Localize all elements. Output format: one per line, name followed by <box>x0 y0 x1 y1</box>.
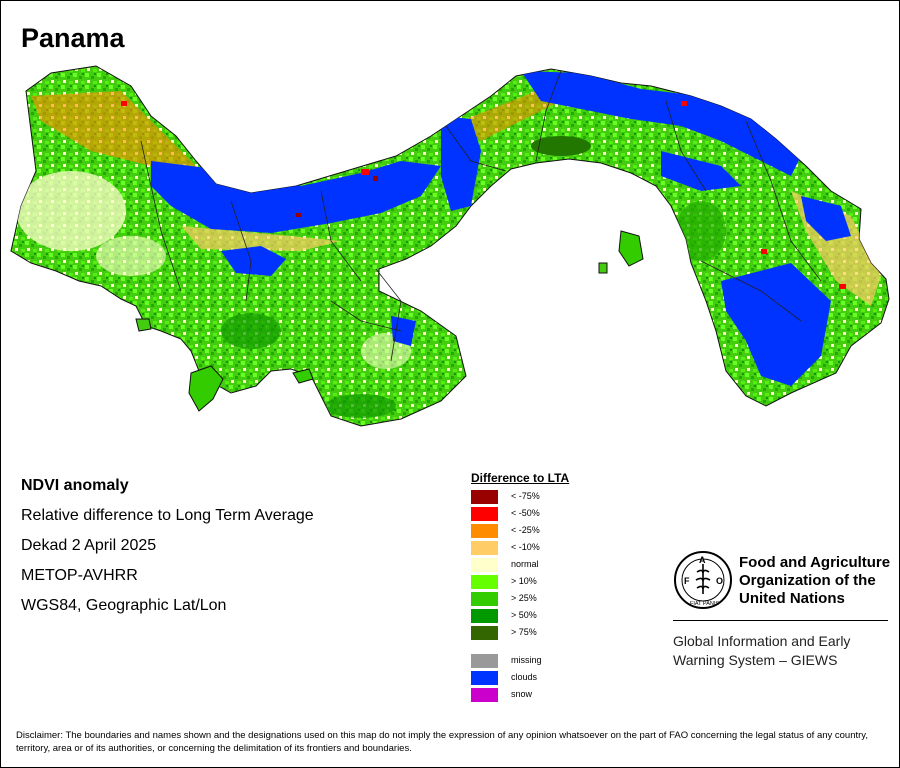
logo-letter-a: A <box>699 555 706 565</box>
org-name-line: Food and Agriculture <box>739 554 891 571</box>
system-name-line: Warning System – GIEWS <box>673 652 838 668</box>
legend-label: > 75% <box>511 627 537 637</box>
legend-item: normal <box>471 558 671 572</box>
legend-item: missing <box>471 654 671 668</box>
legend-swatch <box>471 626 498 640</box>
legend-label: missing <box>511 655 542 665</box>
legend-label: > 50% <box>511 610 537 620</box>
legend-swatch <box>471 490 498 504</box>
legend-swatch <box>471 688 498 702</box>
island-small-3 <box>135 318 152 332</box>
legend-swatch <box>471 558 498 572</box>
legend-swatch <box>471 524 498 538</box>
legend-item: > 25% <box>471 592 671 606</box>
legend-item: clouds <box>471 671 671 685</box>
info-projection: WGS84, Geographic Lat/Lon <box>21 597 227 614</box>
giews-system-name: Global Information and Early Warning Sys… <box>673 632 850 670</box>
logo-letter-o: O <box>716 576 723 586</box>
legend-label: < -50% <box>511 508 540 518</box>
island-del-rey <box>618 230 644 267</box>
island-coiba <box>188 365 224 412</box>
admin-boundaries <box>140 70 822 362</box>
island-small-2 <box>598 262 608 274</box>
legend-label: < -10% <box>511 542 540 552</box>
divider <box>673 620 888 621</box>
legend-label: > 10% <box>511 576 537 586</box>
legend-swatch <box>471 541 498 555</box>
fao-organization-name: Food and Agriculture Organization of the… <box>739 554 890 608</box>
org-name-line: United Nations <box>739 590 845 607</box>
legend-swatch <box>471 671 498 685</box>
legend-swatch <box>471 609 498 623</box>
ndvi-anomaly-map <box>10 65 890 427</box>
legend-swatch <box>471 575 498 589</box>
legend-item: < -50% <box>471 507 671 521</box>
legend-label: < -25% <box>511 525 540 535</box>
legend-label: normal <box>511 559 539 569</box>
info-heading: NDVI anomaly <box>21 477 129 494</box>
legend-item: < -75% <box>471 490 671 504</box>
legend-item: < -10% <box>471 541 671 555</box>
org-name-line: Organization of the <box>739 572 876 589</box>
island-small <box>292 368 314 384</box>
legend-item: > 75% <box>471 626 671 640</box>
legend-item: > 50% <box>471 609 671 623</box>
anomaly-patches <box>16 71 881 418</box>
legend-label: clouds <box>511 672 538 682</box>
legend-swatch <box>471 654 498 668</box>
legend-item: < -25% <box>471 524 671 538</box>
info-sensor: METOP-AVHRR <box>21 567 138 584</box>
fao-logo-icon: F A O FIAT PANIS <box>674 551 732 609</box>
legend-label: > 25% <box>511 593 537 603</box>
info-date: Dekad 2 April 2025 <box>21 537 157 554</box>
logo-letter-f: F <box>684 576 690 586</box>
legend-title: Difference to LTA <box>471 471 570 485</box>
disclaimer-text: Disclaimer: The boundaries and names sho… <box>16 730 868 754</box>
map-title: Panama <box>21 23 125 53</box>
legend-swatch <box>471 592 498 606</box>
system-name-line: Global Information and Early <box>673 633 851 649</box>
legend-label: < -75% <box>511 491 540 501</box>
legend-label: snow <box>511 689 533 699</box>
legend-item: > 10% <box>471 575 671 589</box>
legend-item: snow <box>471 688 671 702</box>
legend-swatch <box>471 507 498 521</box>
logo-motto: FIAT PANIS <box>690 601 719 607</box>
map-legend: Difference to LTA < -75% < -50% < -25% <… <box>471 471 671 711</box>
info-description: Relative difference to Long Term Average <box>21 507 314 524</box>
